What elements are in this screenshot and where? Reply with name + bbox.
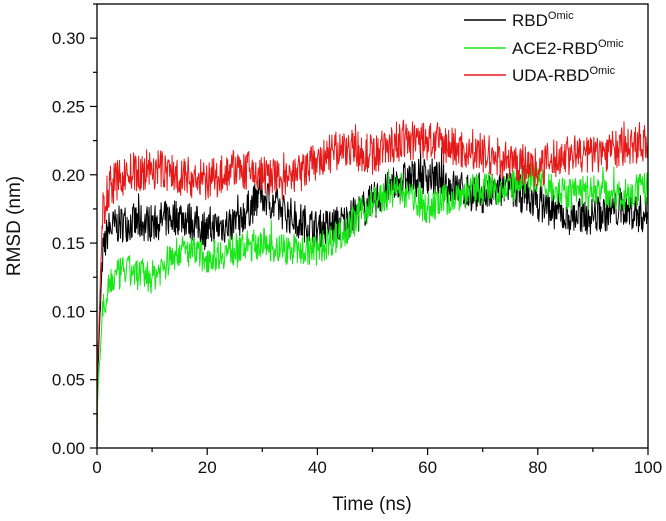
- legend-label-ace2-rbd: ACE2-RBDOmic: [512, 38, 624, 58]
- y-tick-label: 0.00: [52, 439, 85, 458]
- x-tick-label: 100: [634, 458, 662, 477]
- series-line-ace2-rbd: [96, 161, 649, 449]
- legend-label-rbd: RBDOmic: [512, 10, 574, 30]
- x-tick-label: 20: [198, 458, 217, 477]
- y-tick-label: 0.05: [52, 371, 85, 390]
- x-tick-label: 0: [92, 458, 101, 477]
- y-tick-label: 0.20: [52, 166, 85, 185]
- y-tick-label: 0.25: [52, 97, 85, 116]
- x-axis-title: Time (ns): [332, 494, 412, 515]
- x-tick-label: 80: [528, 458, 547, 477]
- legend: RBDOmic ACE2-RBDOmic UDA-RBDOmic: [464, 10, 624, 85]
- series-line-uda-rbd: [96, 119, 649, 449]
- x-tick-label: 60: [418, 458, 437, 477]
- y-tick-label: 0.30: [52, 29, 85, 48]
- y-axis-title: RMSD (nm): [4, 176, 25, 276]
- series-lines: [96, 119, 649, 449]
- y-tick-label: 0.15: [52, 234, 85, 253]
- legend-label-uda-rbd: UDA-RBDOmic: [512, 65, 616, 85]
- y-tick-label: 0.10: [52, 302, 85, 321]
- x-axis: 0 20 40 60 80 100: [92, 448, 662, 477]
- y-axis: 0.00 0.05 0.10 0.15 0.20 0.25 0.30: [52, 3, 97, 458]
- x-tick-label: 40: [308, 458, 327, 477]
